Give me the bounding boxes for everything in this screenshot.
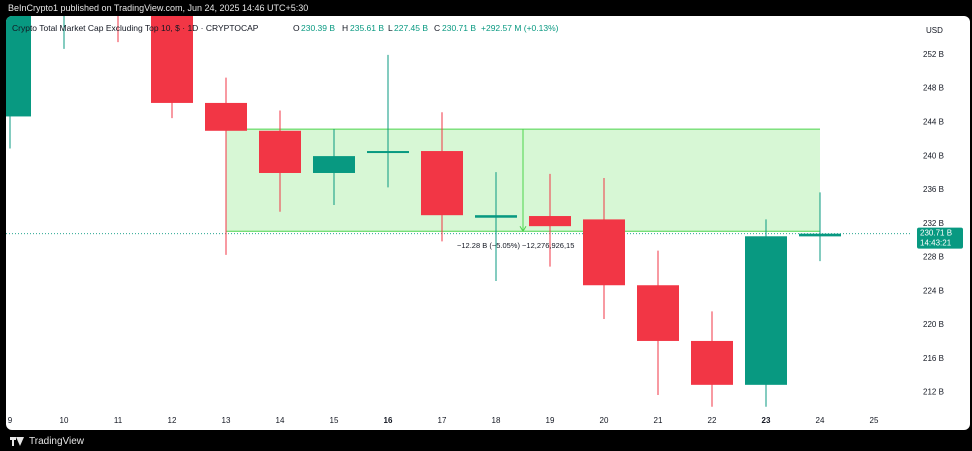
price-range-arrow [519,129,527,233]
x-tick-label: 13 [222,416,231,425]
last-price-value: 230.71 B [920,229,952,238]
tradingview-logo-icon [10,437,24,446]
legend-close-label: C [434,23,440,33]
legend-close-value: 230.71 B [442,23,476,33]
candle-body[interactable] [259,130,301,173]
candle[interactable] [583,178,625,320]
legend-change: +292.57 M (+0.13%) [481,23,559,33]
candlestick-chart[interactable]: −12.28 B (−5.05%) −12,276,926,15 Crypto … [6,16,970,430]
candle-body[interactable] [205,102,247,131]
candle[interactable] [799,192,841,262]
price-range-arrow-head [519,225,527,233]
candle-body[interactable] [421,151,463,216]
y-tick-label: 244 B [923,118,944,127]
y-tick-label: 248 B [923,84,944,93]
legend-low-label: L [388,23,393,33]
price-range-label: −12.28 B (−5.05%) −12,276,926,15 [457,241,574,250]
x-axis[interactable]: 9 10 11 12 13 14 15 16 17 18 19 20 21 22 23 24 25 [8,416,879,425]
footer-bar: TradingView [0,432,972,451]
x-tick-label: 17 [438,416,447,425]
legend-open-value: 230.39 B [301,23,335,33]
x-tick-label: 10 [60,416,69,425]
y-tick-label: 220 B [923,320,944,329]
footer-brand: TradingView [29,436,85,447]
x-tick-label: 22 [708,416,717,425]
y-tick-label: 228 B [923,253,944,262]
candle[interactable] [6,16,31,149]
legend-symbol: Crypto Total Market Cap Excluding Top 10… [12,23,259,33]
candle[interactable] [529,173,571,267]
candle-body[interactable] [529,216,571,227]
y-tick-label: 252 B [923,50,944,59]
x-tick-label: 25 [870,416,879,425]
x-tick-label: 24 [816,416,825,425]
legend-high-value: 235.61 B [350,23,384,33]
y-tick-label: 236 B [923,185,944,194]
candle[interactable] [421,112,463,242]
published-info: BeInCrypto1 published on TradingView.com… [8,3,309,13]
candle-body[interactable] [691,340,733,385]
candles [6,16,841,407]
y-tick-label: 240 B [923,151,944,160]
x-tick-label: 20 [600,416,609,425]
y-tick-label: 232 B [923,219,944,228]
x-tick-label: 23 [762,416,771,425]
legend: Crypto Total Market Cap Excluding Top 10… [12,23,559,33]
y-tick-label: 216 B [923,354,944,363]
candle-body[interactable] [745,236,787,385]
x-tick-label: 19 [546,416,555,425]
x-tick-label: 9 [8,416,13,425]
legend-open-label: O [293,23,300,33]
candle[interactable] [97,16,139,43]
chart-frame[interactable]: −12.28 B (−5.05%) −12,276,926,15 Crypto … [6,16,970,430]
candle[interactable] [367,54,409,188]
y-tick-label: 212 B [923,388,944,397]
x-tick-label: 21 [654,416,663,425]
candle-body[interactable] [799,233,841,237]
legend-low-value: 227.45 B [394,23,428,33]
candle[interactable] [151,16,193,119]
candle[interactable] [205,77,247,255]
x-tick-label: 11 [114,416,123,425]
last-price-tag: 230.71 B 14:43:21 [917,227,963,249]
candle[interactable] [475,172,517,282]
candle-body[interactable] [151,16,193,103]
candle[interactable] [313,129,355,206]
legend-high-label: H [342,23,348,33]
y-tick-label: 224 B [923,286,944,295]
publisher-bar: BeInCrypto1 published on TradingView.com… [0,0,972,16]
x-tick-label: 16 [384,416,393,425]
x-tick-label: 18 [492,416,501,425]
last-price-tag-bg [917,227,963,249]
candle-body[interactable] [475,215,517,218]
y-axis[interactable]: 212 B 216 B 220 B 224 B 228 B 232 B 236 B 240 B… [923,50,944,397]
candle[interactable] [637,250,679,395]
candle-body[interactable] [6,16,31,117]
candle-body[interactable] [637,285,679,341]
x-tick-label: 15 [330,416,339,425]
candle[interactable] [259,110,301,212]
currency-label: USD [926,26,943,35]
last-price-countdown: 14:43:21 [920,239,952,248]
x-tick-label: 14 [276,416,285,425]
candle-body[interactable] [313,156,355,173]
candle[interactable] [43,16,85,49]
candle[interactable] [745,219,787,407]
x-tick-label: 12 [168,416,177,425]
candle-body[interactable] [583,219,625,286]
candle[interactable] [691,311,733,407]
candle-body[interactable] [367,151,409,154]
